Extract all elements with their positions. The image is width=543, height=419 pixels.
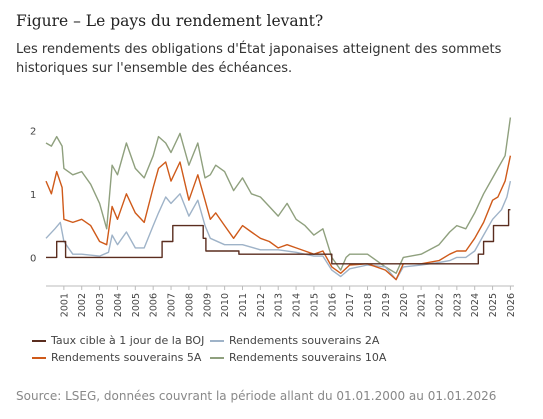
series-line-3 bbox=[45, 117, 512, 274]
x-tick-label: 2024 bbox=[470, 293, 481, 317]
x-tick-label: 2009 bbox=[202, 293, 213, 317]
legend-label: Taux cible à 1 jour de la BOJ bbox=[51, 334, 205, 347]
legend-swatch bbox=[32, 356, 46, 359]
x-tick-label: 2019 bbox=[381, 293, 392, 317]
x-tick-label: 2010 bbox=[220, 293, 231, 317]
chart-subtitle: Les rendements des obligations d'État ja… bbox=[16, 42, 502, 76]
legend-label: Rendements souverains 2A bbox=[229, 334, 380, 347]
x-tick-label: 2018 bbox=[363, 293, 374, 317]
series-line-2 bbox=[45, 155, 512, 281]
y-tick-label: 1 bbox=[30, 190, 36, 201]
x-tick-label: 2001 bbox=[59, 293, 70, 317]
x-tick-label: 2015 bbox=[309, 293, 320, 317]
y-tick-label: 2 bbox=[30, 126, 36, 137]
x-tick-label: 2006 bbox=[149, 293, 160, 317]
x-tick-label: 2016 bbox=[327, 293, 338, 317]
chart-legend: Taux cible à 1 jour de la BOJ Rendements… bbox=[32, 334, 512, 364]
series-line-0 bbox=[46, 209, 511, 265]
legend-item-2y-yield: Rendements souverains 2A bbox=[210, 334, 410, 347]
legend-label: Rendements souverains 10A bbox=[229, 351, 387, 364]
x-tick-label: 2011 bbox=[238, 293, 249, 317]
legend-item-10y-yield: Rendements souverains 10A bbox=[210, 351, 410, 364]
x-tick-label: 2025 bbox=[488, 293, 499, 317]
source-note: Source: LSEG, données couvrant la périod… bbox=[16, 389, 497, 403]
y-tick-label: 0 bbox=[30, 253, 36, 264]
x-tick-label: 2013 bbox=[274, 293, 285, 317]
legend-swatch bbox=[32, 339, 46, 342]
x-tick-label: 2026 bbox=[506, 293, 517, 317]
legend-swatch bbox=[210, 339, 224, 342]
legend-label: Rendements souverains 5A bbox=[51, 351, 202, 364]
line-chart: 0 1 2 2001 2002 2003 2004 2005 2006 2007 2008 2009 2… bbox=[30, 117, 517, 317]
legend-item-5y-yield: Rendements souverains 5A bbox=[32, 351, 210, 364]
x-tick-label: 2002 bbox=[77, 293, 88, 317]
x-tick-label: 2003 bbox=[95, 293, 106, 317]
x-tick-label: 2023 bbox=[452, 293, 463, 317]
x-tick-label: 2005 bbox=[131, 293, 142, 317]
x-tick-label: 2017 bbox=[345, 293, 356, 317]
x-tick-label: 2008 bbox=[184, 293, 195, 317]
legend-swatch bbox=[210, 356, 224, 359]
x-tick-label: 2004 bbox=[113, 293, 124, 317]
x-tick-label: 2021 bbox=[417, 293, 428, 317]
x-tick-label: 2007 bbox=[167, 293, 178, 317]
x-tick-label: 2020 bbox=[399, 293, 410, 317]
chart-title: Figure – Le pays du rendement levant? bbox=[16, 12, 324, 30]
x-tick-label: 2014 bbox=[292, 293, 303, 317]
legend-item-boj-rate: Taux cible à 1 jour de la BOJ bbox=[32, 334, 210, 347]
x-tick-label: 2012 bbox=[256, 293, 267, 317]
x-tick-label: 2022 bbox=[434, 293, 445, 317]
series-line-1 bbox=[45, 180, 512, 281]
